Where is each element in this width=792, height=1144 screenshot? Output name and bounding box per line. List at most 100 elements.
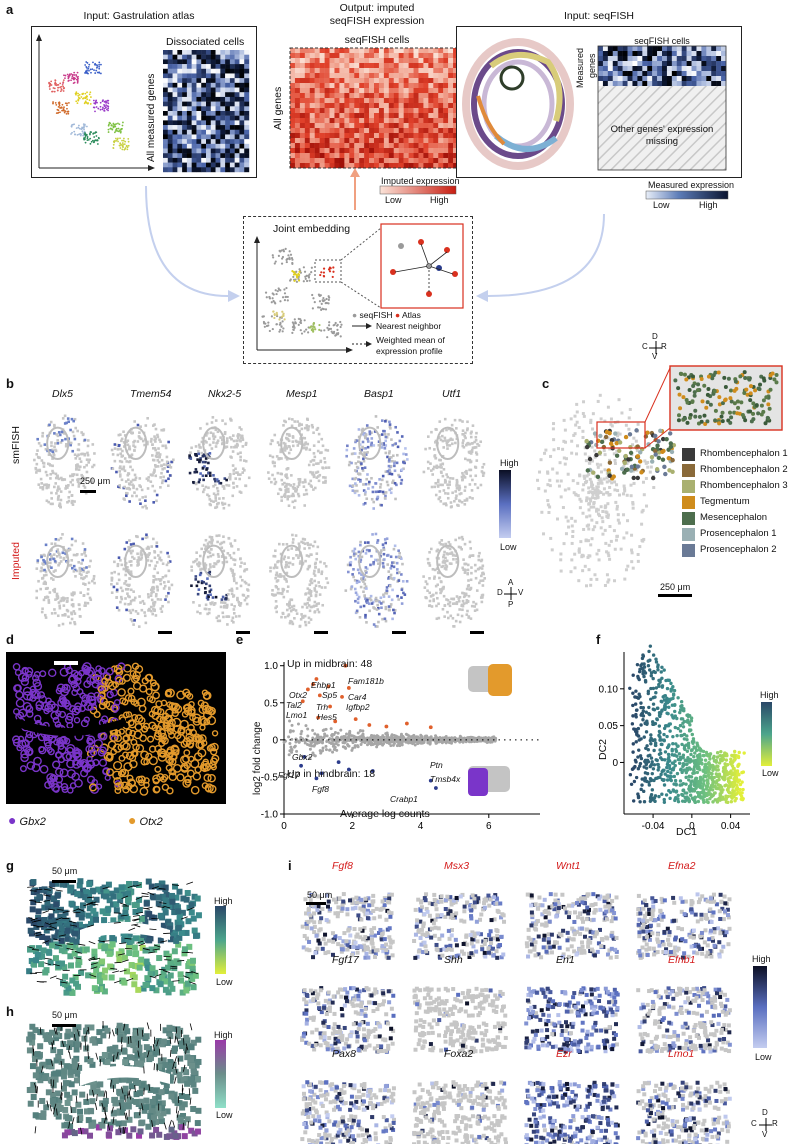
embryo-cell: [296, 444, 300, 447]
embryo-cell: [438, 496, 442, 499]
heatmap-cell: [191, 157, 197, 163]
embryo-cell: [474, 435, 478, 439]
heatmap-cell: [364, 103, 370, 109]
embryo-cell: [80, 431, 83, 434]
heatmap-cell: [220, 73, 226, 79]
embryo-cell: [221, 441, 225, 444]
embryo-cell: [72, 473, 76, 476]
heatmap-cell: [369, 98, 375, 104]
heatmap-cell: [443, 143, 449, 149]
embryo-cell: [35, 453, 38, 456]
heatmap-cell: [453, 118, 459, 124]
umap-cell: [87, 67, 90, 70]
embryo-cell: [60, 476, 63, 480]
embryo-cell: [241, 438, 245, 442]
heatmap-cell: [304, 68, 310, 74]
heatmap-cell: [309, 128, 315, 134]
heatmap-cell: [443, 138, 449, 144]
heatmap-cell: [314, 93, 320, 99]
embryo-cell: [205, 422, 209, 426]
heatmap-cell: [617, 76, 623, 82]
embryo-cell: [622, 484, 626, 488]
seqfish-point: [263, 325, 266, 328]
heatmap-cell: [244, 148, 250, 154]
heatmap-cell: [681, 76, 687, 82]
embryo-cell: [287, 556, 290, 559]
embryo-cell: [385, 592, 389, 595]
embryo-cell: [358, 443, 362, 446]
embryo-cell: [200, 547, 203, 551]
heatmap-cell: [443, 98, 449, 104]
embryo-cell: [463, 542, 467, 546]
heatmap-cell: [354, 148, 360, 154]
heatmap-cell: [393, 63, 399, 69]
embryo-cell: [295, 548, 298, 551]
heatmap-cell: [671, 71, 677, 77]
heatmap-cell: [191, 54, 197, 60]
heatmap-cell: [671, 81, 677, 87]
embryo-cell: [73, 622, 77, 626]
embryo-cell: [229, 567, 233, 571]
embryo-cell: [430, 485, 434, 489]
embryo-cell: [131, 555, 134, 559]
embryo-cell: [292, 483, 296, 486]
embryo-cell: [290, 474, 293, 477]
embryo-cell: [245, 568, 249, 571]
heatmap-cell: [716, 66, 722, 72]
embryo-cell: [284, 615, 287, 619]
embryo-cell: [451, 477, 455, 480]
heatmap-cell: [354, 48, 360, 54]
embryo-cell: [198, 562, 202, 565]
embryo-cell: [64, 437, 67, 441]
heatmap-cell: [364, 108, 370, 114]
embryo-cell: [452, 553, 455, 557]
embryo-cell: [314, 584, 318, 588]
legend-seqfish-text: seqFISH: [359, 310, 393, 320]
heatmap-cell: [186, 157, 192, 163]
embryo-cell: [71, 449, 75, 453]
embryo-cell: [603, 437, 607, 441]
embryo-cell: [400, 573, 403, 576]
heatmap-cell: [413, 48, 419, 54]
heatmap-cell: [201, 120, 207, 126]
heatmap-cell: [334, 108, 340, 114]
embryo-cell: [35, 462, 39, 466]
embryo-cell: [41, 487, 45, 491]
embryo-cell: [456, 483, 459, 487]
heatmap-cell: [398, 153, 404, 159]
umap-cell: [96, 139, 99, 141]
heatmap-cell: [607, 56, 613, 62]
heatmap-cell: [290, 163, 296, 169]
umap-cell: [76, 82, 79, 84]
embryo-cell: [55, 492, 58, 495]
heatmap-cell: [299, 153, 306, 159]
heatmap-cell: [428, 98, 434, 104]
embryo-cell: [432, 598, 436, 601]
embryo-cell: [120, 437, 124, 441]
seqfish-point: [279, 321, 282, 324]
heatmap-cell: [428, 138, 434, 144]
heatmap-cell: [206, 73, 211, 79]
embryo-cell: [156, 433, 159, 437]
embryo-cell: [52, 557, 55, 561]
seqfish-point: [284, 295, 288, 299]
heatmap-cell: [438, 118, 444, 124]
embryo-cell: [363, 435, 367, 438]
umap-cell: [103, 109, 106, 112]
embryo-cell: [364, 453, 368, 457]
embryo-cell: [43, 483, 46, 487]
embryo-cell: [138, 595, 141, 598]
embryo-cell: [234, 444, 237, 448]
heatmap-cell: [339, 158, 345, 164]
seqfish-matrix: [597, 45, 727, 171]
embryo-cell: [455, 557, 458, 561]
heatmap-cell: [652, 81, 658, 87]
embryo-cell: [301, 537, 305, 541]
embryo-cell: [67, 496, 71, 499]
embryo-cell: [556, 517, 560, 521]
embryo-cell: [616, 518, 620, 522]
embryo-cell: [285, 608, 289, 612]
embryo-cell: [304, 480, 307, 484]
embryo-cell: [449, 614, 453, 618]
embryo-cell: [354, 557, 357, 561]
